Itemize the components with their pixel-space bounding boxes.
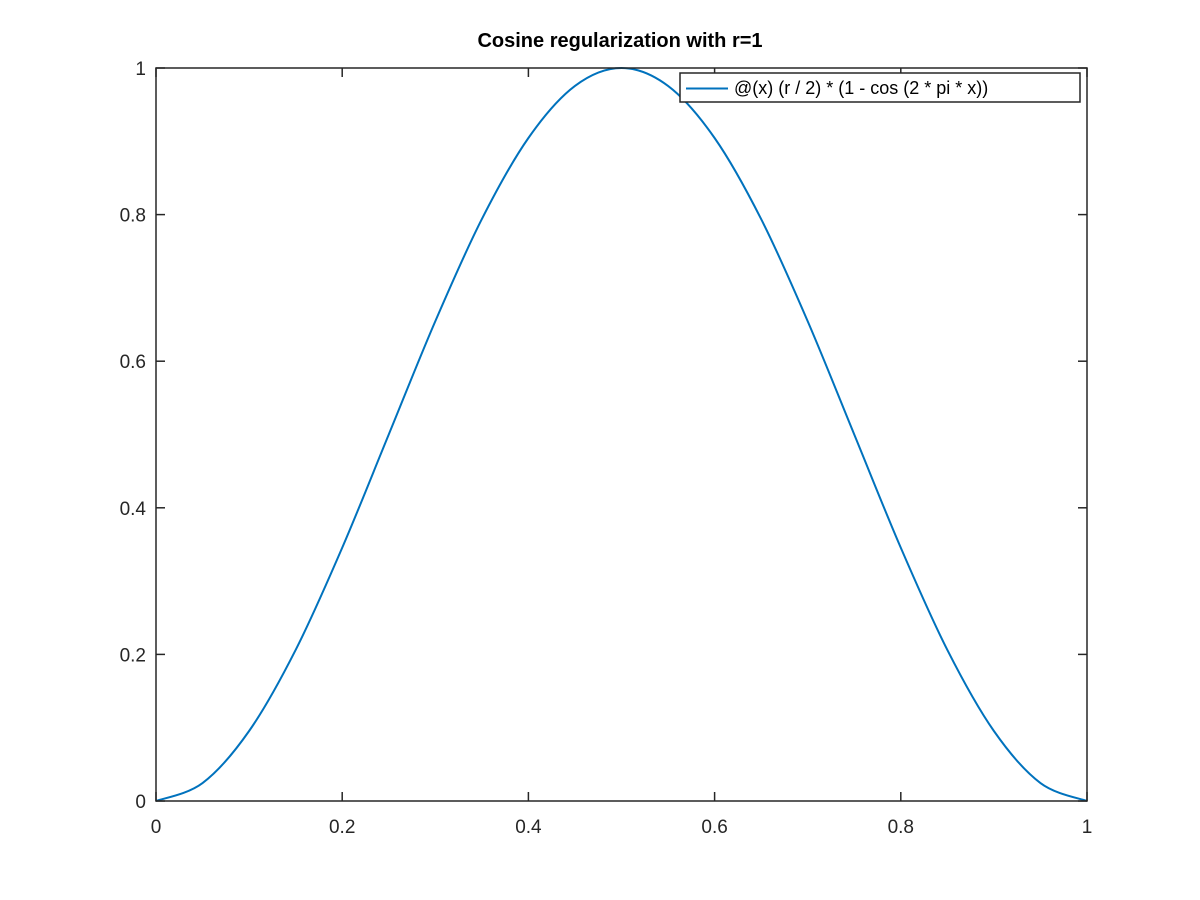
y-tick-label: 0.4 [120, 499, 147, 520]
legend-label: @(x) (r / 2) * (1 - cos (2 * pi * x)) [734, 78, 988, 98]
plot-axes: 0 0.2 0.4 0.6 0.8 1 0 0.2 0.4 0.6 0.8 1 @(x) (r / 2… [120, 59, 1093, 838]
y-tick-label: 0 [135, 792, 146, 813]
legend-box [679, 72, 1081, 103]
legend[interactable]: @(x) (r / 2) * (1 - cos (2 * pi * x)) [679, 72, 1081, 103]
y-tick-label: 0.2 [120, 645, 146, 666]
x-tick-label: 0.2 [329, 817, 355, 838]
x-tick-label: 0 [151, 817, 162, 838]
x-tick-label: 0.4 [515, 817, 542, 838]
y-tick-label: 0.6 [120, 352, 146, 373]
x-tick-label: 1 [1082, 817, 1093, 838]
chart-title: Cosine regularization with r=1 [477, 30, 762, 52]
y-tick-label: 1 [135, 59, 146, 80]
x-tick-label: 0.8 [888, 817, 914, 838]
x-tick-label: 0.6 [701, 817, 727, 838]
axes-box [155, 67, 1088, 802]
plot-area [156, 68, 1087, 801]
y-tick-label: 0.8 [120, 206, 146, 227]
